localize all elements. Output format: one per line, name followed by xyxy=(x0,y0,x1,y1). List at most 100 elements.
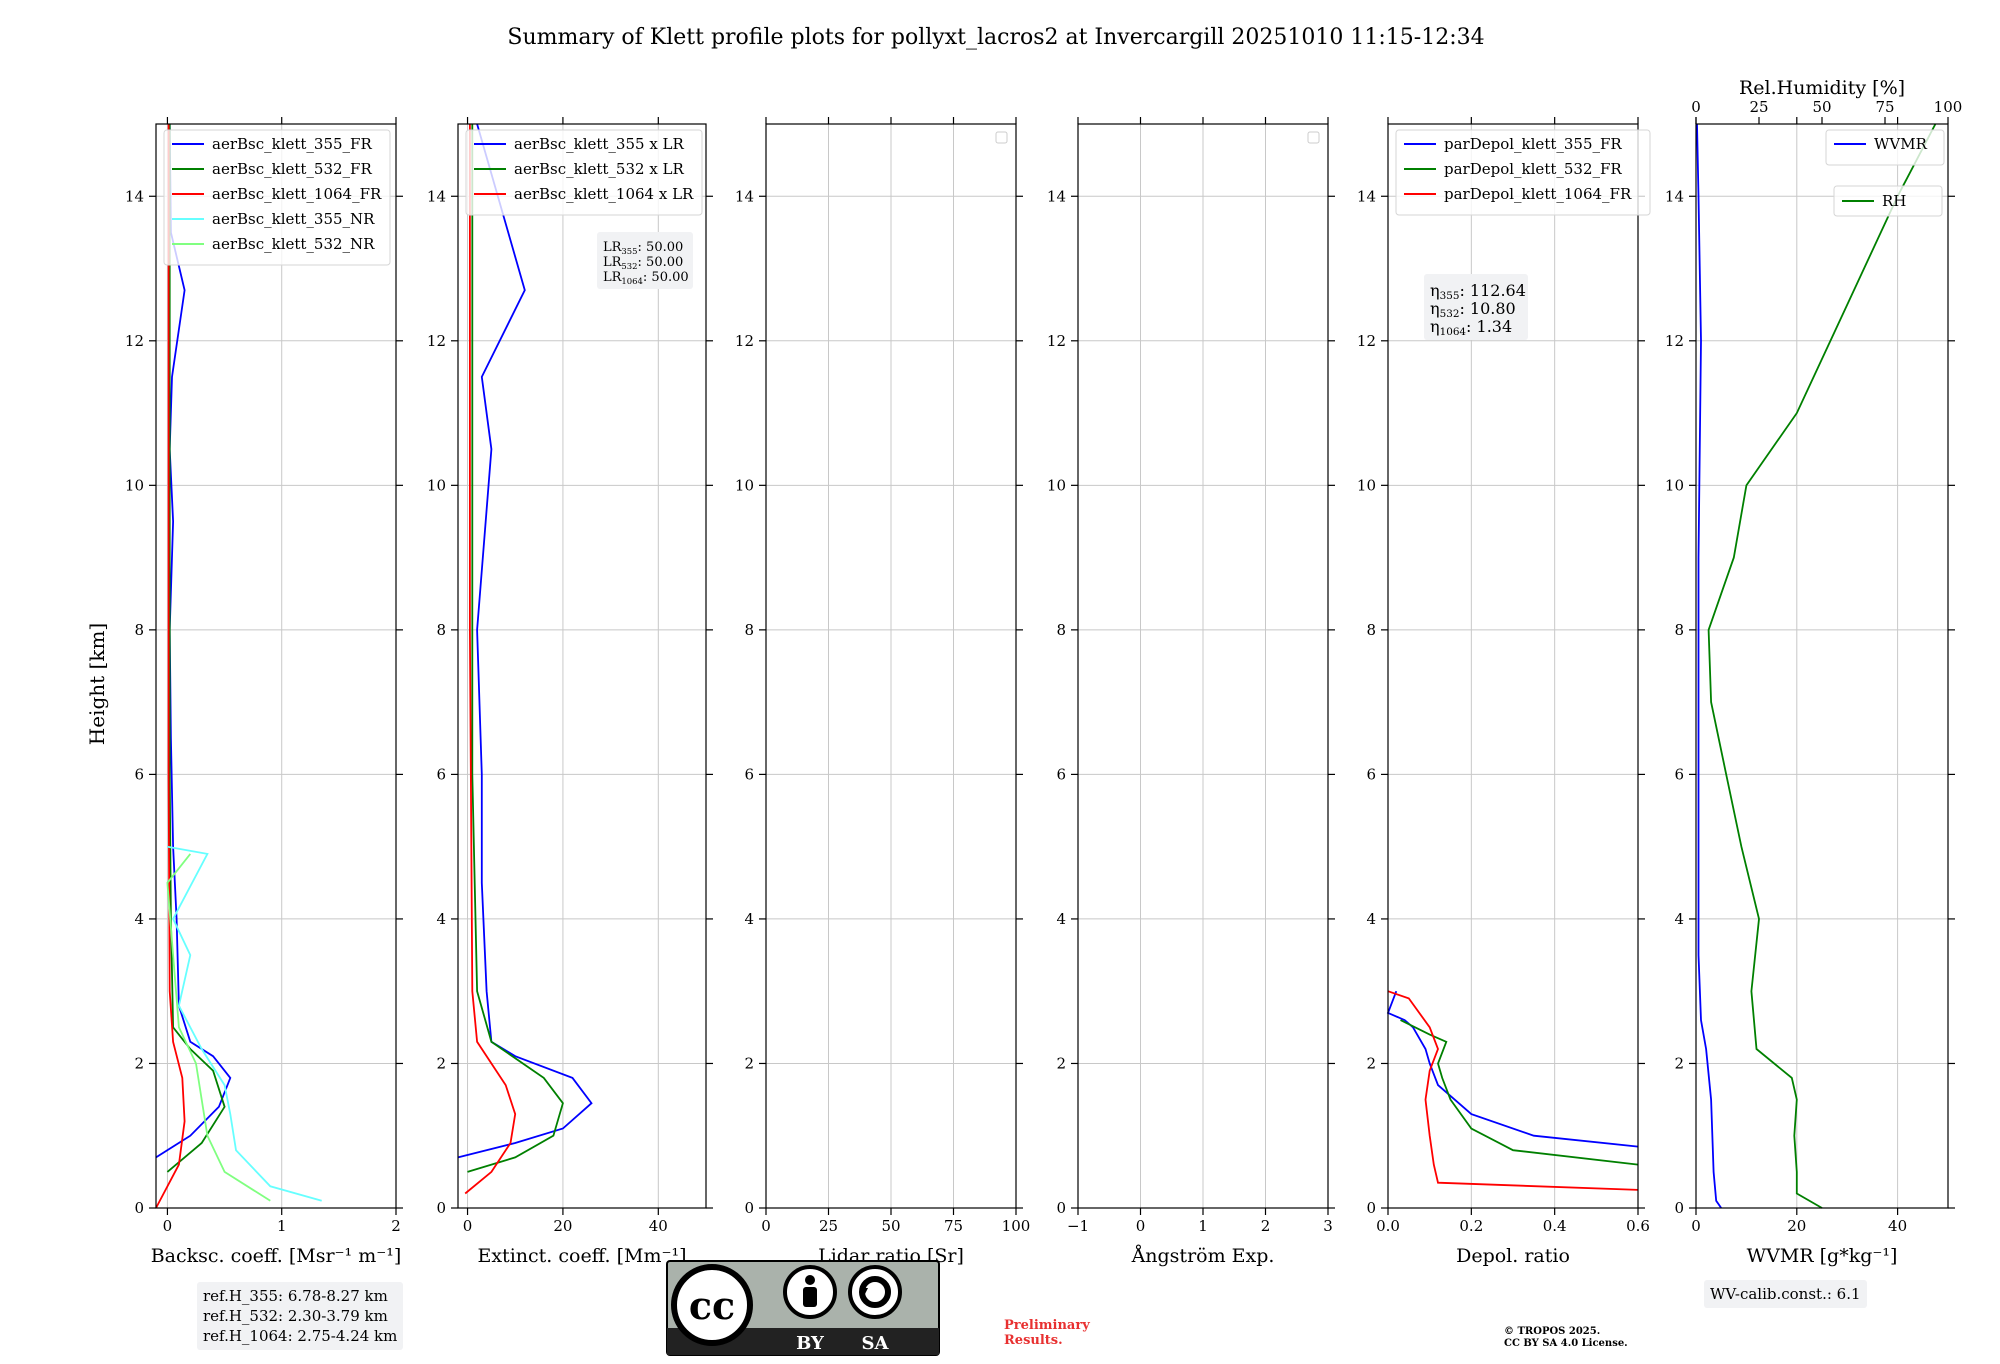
cc-icon: cc xyxy=(671,1264,753,1346)
ann-sub: 1064 xyxy=(1440,326,1467,338)
legend-entry: parDepol_klett_532_FR xyxy=(1444,160,1622,178)
legend-box xyxy=(1825,129,1945,166)
x-tick-label: 25 xyxy=(819,1217,838,1235)
ann-sub: 355 xyxy=(1440,290,1460,302)
x-tick-label: 0.6 xyxy=(1626,1217,1650,1235)
legend-entry: aerBsc_klett_1064 x LR xyxy=(514,185,694,203)
y-tick-label: 2 xyxy=(744,1054,754,1072)
preliminary-line-2: Results. xyxy=(1004,1333,1063,1348)
y-tick-label: 0 xyxy=(744,1199,754,1217)
legend-entry: aerBsc_klett_532_NR xyxy=(212,235,375,253)
legend-entry: aerBsc_klett_355_NR xyxy=(212,210,375,228)
y-tick-label: 14 xyxy=(735,187,754,205)
x-axis-label: Extinct. coeff. [Mm⁻¹] xyxy=(477,1245,686,1267)
y-tick-label: 0 xyxy=(134,1199,144,1217)
y-tick-label: 0 xyxy=(1674,1199,1684,1217)
rh-tick-label: 0 xyxy=(1691,98,1701,116)
ann-label: LR xyxy=(603,270,623,285)
legend-entry: WVMR xyxy=(1874,135,1928,153)
series-parDepol_klett_532_FR xyxy=(1400,1019,1639,1166)
series-aerBsc_klett_532_NR xyxy=(166,853,271,1202)
refh-1064: ref.H_1064: 2.75-4.24 km xyxy=(203,1327,398,1345)
y-axis-label: Height [km] xyxy=(85,623,109,745)
plot-frame xyxy=(457,123,707,1209)
y-tick-label: 0 xyxy=(1366,1199,1376,1217)
y-tick-label: 12 xyxy=(427,332,446,350)
x-tick-label: 20 xyxy=(1787,1217,1806,1235)
series-aerBsc_klett_355_NR xyxy=(167,845,322,1202)
y-tick-label: 6 xyxy=(134,765,144,783)
legend2-entry: RH xyxy=(1882,192,1906,210)
y-tick-label: 6 xyxy=(436,765,446,783)
ann-sub: 532 xyxy=(1440,308,1460,320)
sa-icon xyxy=(848,1265,902,1319)
y-tick-label: 2 xyxy=(1674,1054,1684,1072)
x-tick-label: −1 xyxy=(1067,1217,1089,1235)
y-tick-label: 14 xyxy=(427,187,446,205)
series-parDepol_klett_1064_FR xyxy=(1387,990,1639,1191)
x-tick-label: 40 xyxy=(1888,1217,1907,1235)
cc-sa-label: SA xyxy=(862,1333,890,1354)
y-tick-label: 10 xyxy=(1665,476,1684,494)
y-tick-label: 4 xyxy=(134,910,144,928)
copyright-line-1: © TROPOS 2025. xyxy=(1504,1326,1601,1337)
eta-line-1: η355: 112.64 xyxy=(1430,281,1526,302)
y-tick-label: 12 xyxy=(735,332,754,350)
rh-tick-label: 75 xyxy=(1875,98,1894,116)
legend-entry: parDepol_klett_1064_FR xyxy=(1444,185,1632,203)
panel-dep: 0.0 0.2 0.4 0.6 0 2 4 6 8 10 12 14 Depol. ratio parDe… xyxy=(1357,117,1651,1267)
ann-label: η xyxy=(1430,281,1440,300)
series-aerBsc_klett_1064 x LR xyxy=(464,124,517,1195)
x-tick-label: 1 xyxy=(1198,1217,1208,1235)
y-tick-label: 2 xyxy=(1056,1054,1066,1072)
by-icon xyxy=(783,1265,837,1319)
ann-label: LR xyxy=(603,255,623,270)
y-tick-label: 0 xyxy=(436,1199,446,1217)
y-tick-label: 12 xyxy=(1357,332,1376,350)
y-tick-label: 10 xyxy=(1357,476,1376,494)
y-tick-label: 4 xyxy=(436,910,446,928)
eta-line-2: η532: 10.80 xyxy=(1430,299,1516,320)
y-tick-label: 12 xyxy=(125,332,144,350)
y-tick-label: 8 xyxy=(744,621,754,639)
ann-value: : 1.34 xyxy=(1466,317,1512,336)
ann-value: : 50.00 xyxy=(643,270,689,285)
legend-box xyxy=(465,129,703,216)
y-tick-label: 8 xyxy=(1056,621,1066,639)
y-tick-label: 14 xyxy=(1357,187,1376,205)
refh-355: ref.H_355: 6.78-8.27 km xyxy=(203,1287,388,1305)
ann-label: η xyxy=(1430,317,1440,336)
x-tick-label: 0 xyxy=(1136,1217,1146,1235)
legend-entry: aerBsc_klett_1064_FR xyxy=(212,185,382,203)
x-axis-label: WVMR [g*kg⁻¹] xyxy=(1747,1245,1898,1267)
ann-sub: 355 xyxy=(621,246,637,256)
x-tick-label: 3 xyxy=(1323,1217,1333,1235)
preliminary-note: Preliminary Results. xyxy=(1004,1318,1090,1348)
empty-legend-icon xyxy=(1307,131,1320,144)
y-tick-label: 6 xyxy=(744,765,754,783)
svg-text:cc: cc xyxy=(689,1283,735,1328)
x-tick-label: 2 xyxy=(1261,1217,1271,1235)
figure-title: Summary of Klett profile plots for polly… xyxy=(507,25,1484,50)
legend-entry: aerBsc_klett_532 x LR xyxy=(514,160,685,178)
x-tick-label: 50 xyxy=(881,1217,900,1235)
legend2-box xyxy=(1833,185,1943,217)
lidar-ratio-line-2: LR532: 50.00 xyxy=(603,255,683,271)
x-tick-label: 0.0 xyxy=(1376,1217,1400,1235)
series-RH xyxy=(1707,123,1937,1209)
ann-value: : 10.80 xyxy=(1459,299,1515,318)
y-tick-label: 12 xyxy=(1665,332,1684,350)
lidar-ratio-line-1: LR355: 50.00 xyxy=(603,240,683,256)
plot-frame xyxy=(155,123,397,1209)
y-tick-label: 2 xyxy=(1366,1054,1376,1072)
ann-sub: 532 xyxy=(621,261,637,271)
y-tick-label: 14 xyxy=(1047,187,1066,205)
y-tick-label: 4 xyxy=(1366,910,1376,928)
x-tick-label: 0 xyxy=(761,1217,771,1235)
y-tick-label: 2 xyxy=(134,1054,144,1072)
ann-label: LR xyxy=(603,240,623,255)
series-aerBsc_klett_1064_FR xyxy=(155,124,186,1209)
y-tick-label: 10 xyxy=(1047,476,1066,494)
